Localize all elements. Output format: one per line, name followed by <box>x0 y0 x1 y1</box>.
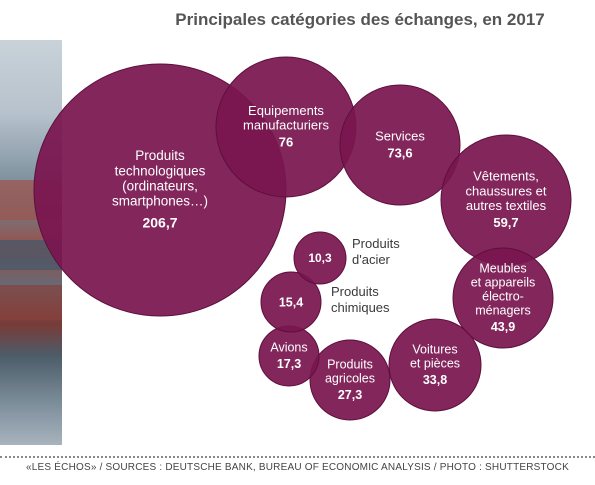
bubble-value: 73,6 <box>387 145 412 160</box>
bubble-label: électro- <box>482 289 524 303</box>
bubble-label: smartphones…) <box>112 194 208 209</box>
bubble-circle <box>388 318 482 412</box>
bubble-label: Produits <box>327 357 373 371</box>
bubble-label: technologiques <box>115 163 206 178</box>
bubble-external-label: Produits <box>331 284 379 299</box>
chart-title: Principales catégories des échanges, en … <box>175 10 545 29</box>
bubble-value: 206,7 <box>142 215 177 231</box>
bubble-label: chaussures et <box>466 183 547 198</box>
bubble-label: Produits <box>135 148 185 163</box>
bubble-value: 27,3 <box>338 388 362 402</box>
bubble-label: Vêtements, <box>473 169 539 184</box>
bubble-label: (ordinateurs, <box>122 178 198 193</box>
bubble-label: Meubles <box>479 261 526 275</box>
bubble-value: 76 <box>279 135 293 150</box>
bubble-label: et pièces <box>410 356 460 370</box>
bubble-label: Voitures <box>412 342 457 356</box>
source-footer: «LES ÉCHOS» / SOURCES : DEUTSCHE BANK, B… <box>26 462 569 473</box>
bubble-circle <box>260 271 322 333</box>
bubble-value: 10,3 <box>308 251 332 265</box>
bubble-label: Services <box>375 128 425 143</box>
bubble-avions: Avions 17,3 <box>258 325 320 387</box>
bubble-label: Equipements <box>248 103 324 118</box>
bubble-label: Avions <box>270 340 307 354</box>
bubble-value: 15,4 <box>279 295 303 309</box>
bubble-external-label: d'acier <box>352 252 391 267</box>
footer-divider <box>0 456 595 458</box>
bubble-label: agricoles <box>325 371 375 385</box>
bubble-label: ménagers <box>475 303 531 317</box>
bubble-circle <box>293 231 347 285</box>
bubble-label: autres textiles <box>466 198 547 213</box>
bubble-label: et appareils <box>471 275 536 289</box>
bubble-services: Services 73,6 <box>339 84 461 206</box>
bubble-external-label: Produits <box>352 236 400 251</box>
bubble-circle <box>339 84 461 206</box>
bubble-value: 33,8 <box>423 373 447 387</box>
bubble-circle <box>452 247 554 349</box>
bubble-circle <box>309 339 391 421</box>
bubble-value: 43,9 <box>491 320 515 334</box>
bubble-value: 17,3 <box>277 357 301 371</box>
bubble-external-label: chimiques <box>331 300 390 315</box>
bubble-label: manufacturiers <box>243 118 329 133</box>
bubble-value: 59,7 <box>493 215 518 230</box>
